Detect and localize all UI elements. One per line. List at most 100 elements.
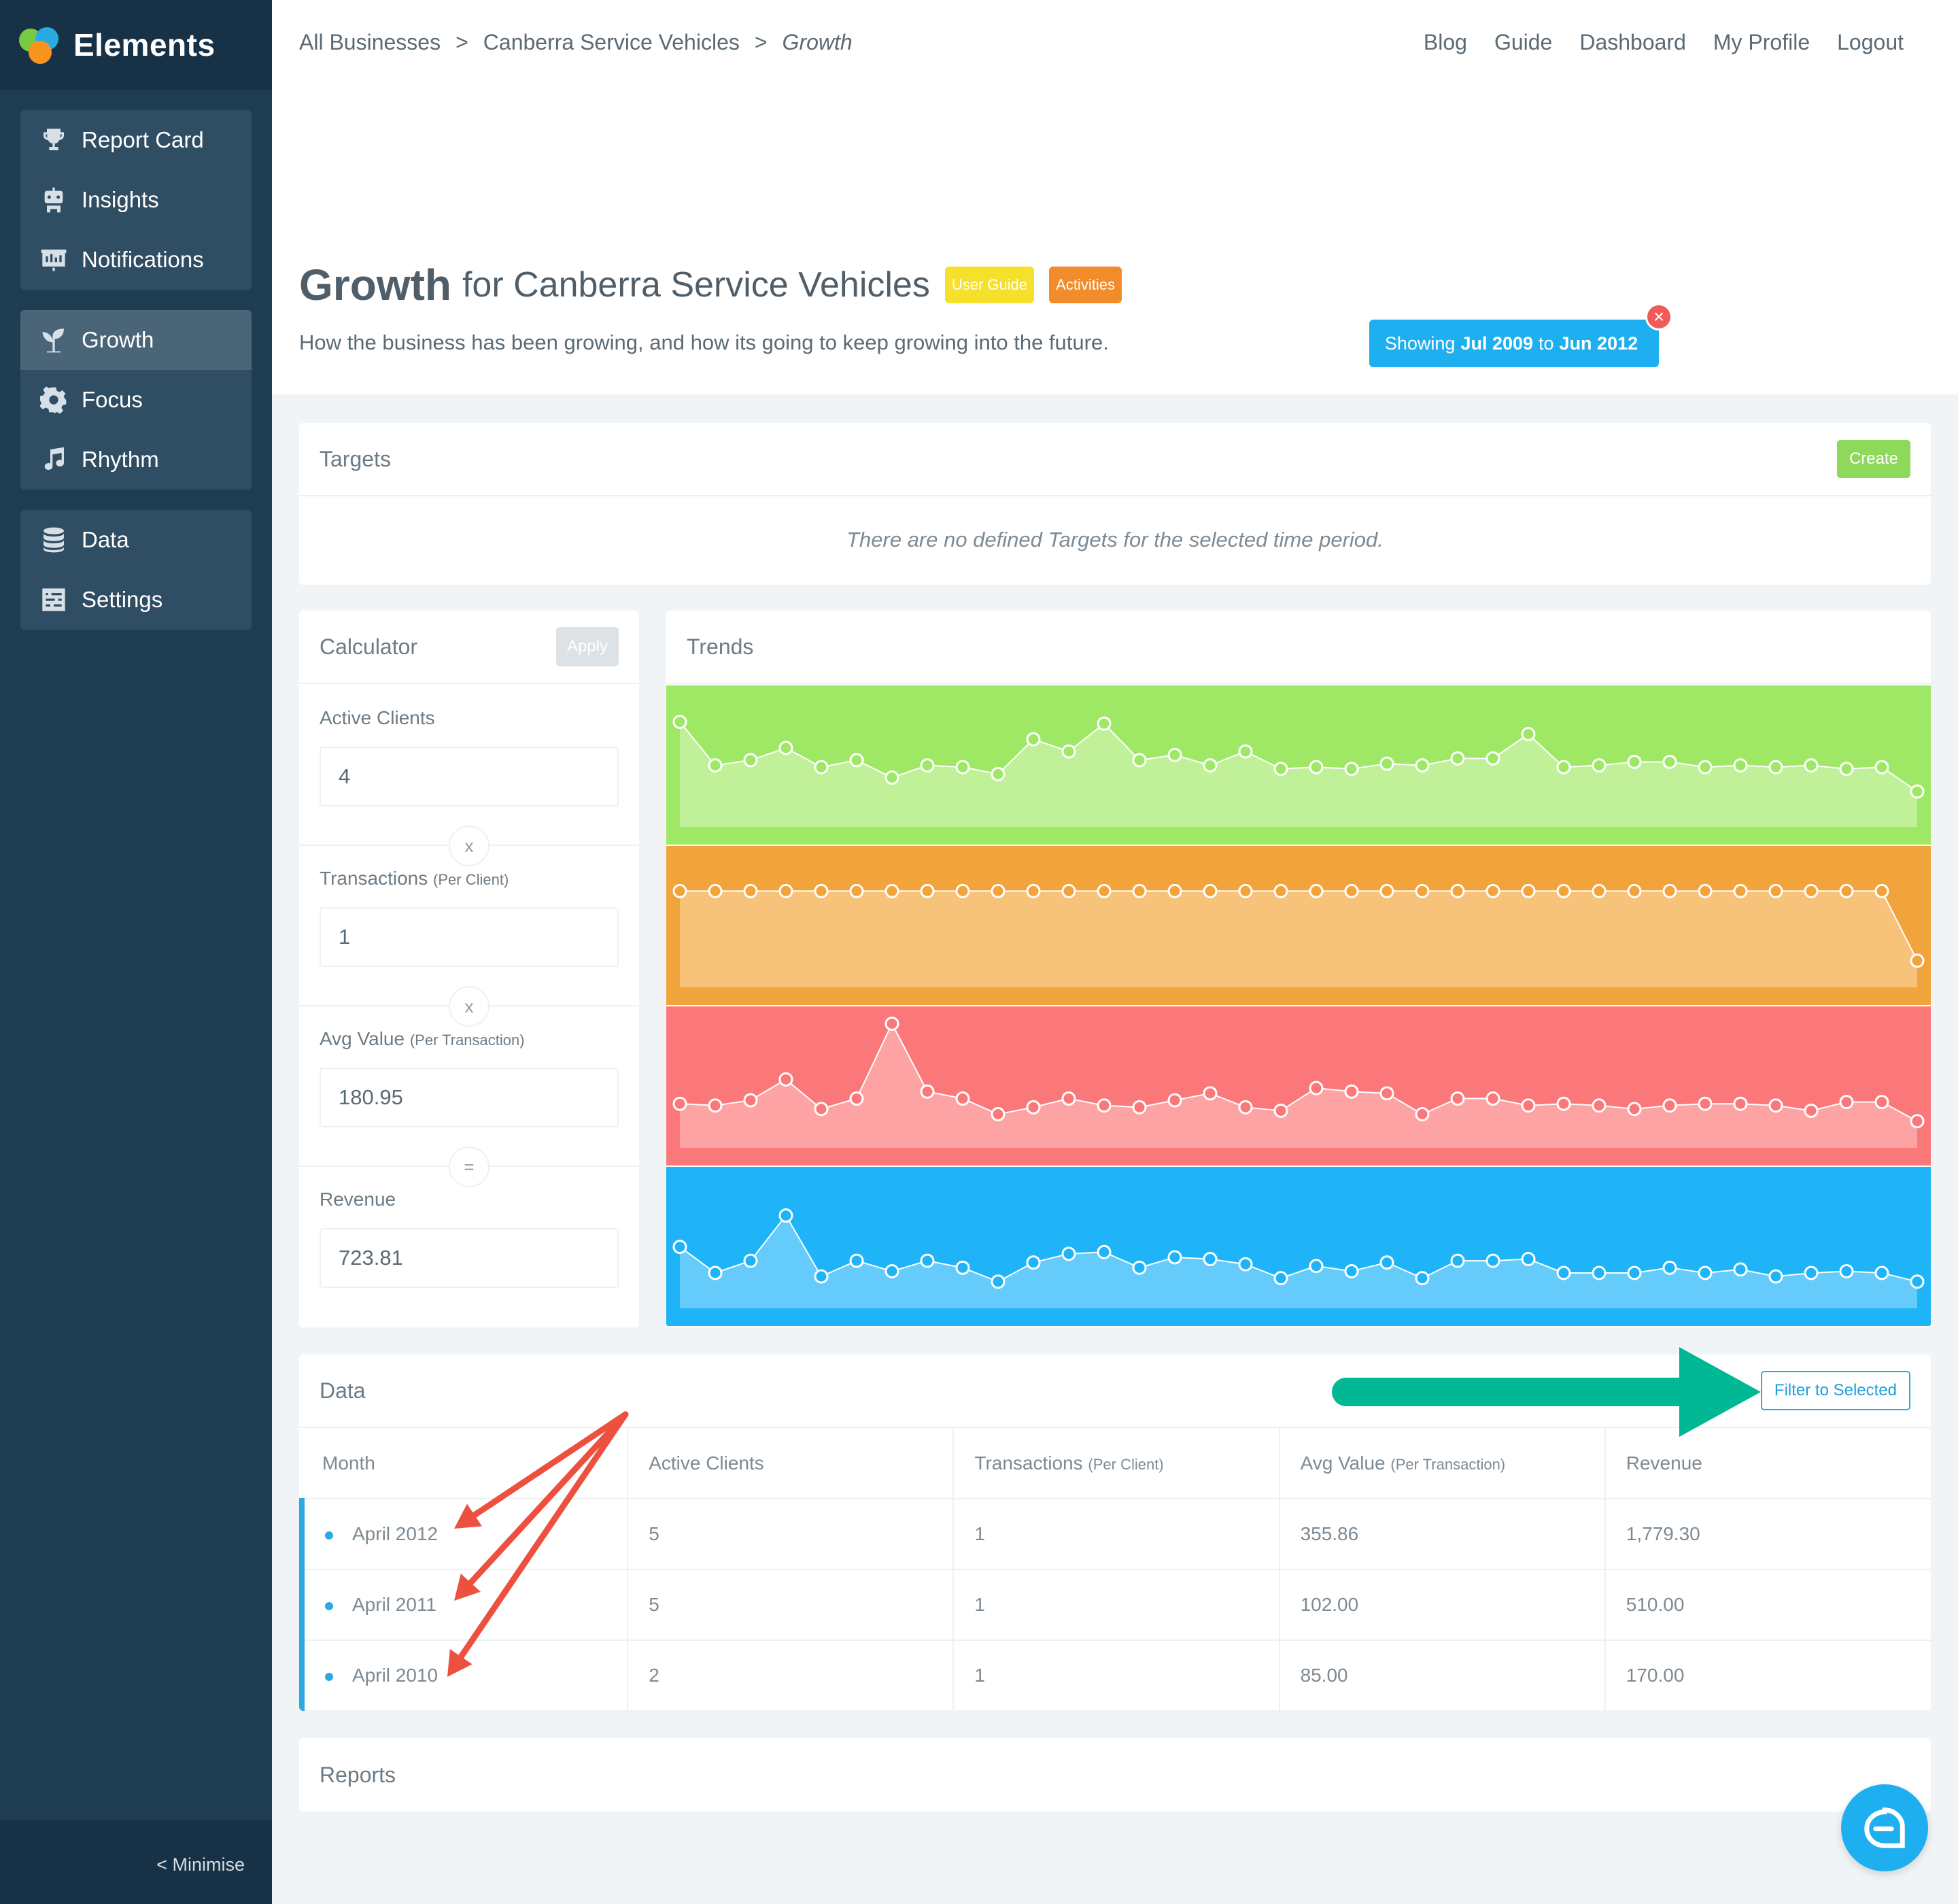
trend-point[interactable] (1768, 1098, 1783, 1113)
avg-value-input[interactable]: 180.95 (320, 1068, 619, 1127)
trend-point[interactable] (920, 1084, 935, 1099)
trend-point[interactable] (1698, 1096, 1713, 1111)
active-clients-input[interactable]: 4 (320, 747, 619, 806)
sidebar-item-settings[interactable]: Settings (20, 570, 252, 630)
trend-point[interactable] (1061, 1091, 1076, 1106)
trend-point[interactable] (1344, 883, 1359, 898)
trend-point[interactable] (1910, 1114, 1925, 1129)
trend-point[interactable] (991, 1274, 1006, 1289)
trend-point[interactable] (1132, 883, 1147, 898)
trend-point[interactable] (743, 1093, 758, 1108)
trend-point[interactable] (1627, 1102, 1642, 1117)
trend-point[interactable] (743, 883, 758, 898)
table-row[interactable]: April 2010 2 1 85.00 170.00 (299, 1640, 1931, 1711)
trend-point[interactable] (991, 883, 1006, 898)
trend-point[interactable] (778, 1072, 793, 1087)
trend-point[interactable] (1662, 754, 1677, 769)
trend-point[interactable] (814, 883, 829, 898)
trend-point[interactable] (672, 1096, 687, 1111)
trend-point[interactable] (1804, 758, 1819, 773)
trend-point[interactable] (1521, 883, 1536, 898)
user-guide-badge[interactable]: User Guide (944, 267, 1035, 303)
trend-point[interactable] (1768, 760, 1783, 775)
trend-point[interactable] (884, 1263, 899, 1278)
table-row[interactable]: April 2011 5 1 102.00 510.00 (299, 1569, 1931, 1641)
trend-point[interactable] (778, 883, 793, 898)
trend-point[interactable] (1698, 1265, 1713, 1280)
trend-point[interactable] (1203, 883, 1218, 898)
trend-point[interactable] (849, 1253, 864, 1268)
column-header-transactions[interactable]: Transactions (Per Client) (953, 1428, 1280, 1499)
trend-point[interactable] (1203, 1252, 1218, 1267)
column-header-active-clients[interactable]: Active Clients (628, 1428, 955, 1499)
reports-panel[interactable]: Reports (299, 1738, 1931, 1812)
activities-badge[interactable]: Activities (1049, 267, 1122, 303)
trend-point[interactable] (1132, 1100, 1147, 1115)
trend-point[interactable] (1485, 883, 1500, 898)
column-header-month[interactable]: Month (302, 1428, 629, 1499)
trend-point[interactable] (1521, 1098, 1536, 1113)
trend-point[interactable] (1309, 1081, 1324, 1095)
sidebar-item-insights[interactable]: Insights (20, 170, 252, 230)
minimise-button[interactable]: < Minimise (156, 1854, 245, 1875)
trend-point[interactable] (1485, 751, 1500, 766)
trend-point[interactable] (1450, 883, 1465, 898)
nav-link-blog[interactable]: Blog (1423, 30, 1467, 54)
trend-point[interactable] (672, 1240, 687, 1255)
trend-point[interactable] (1167, 1250, 1182, 1265)
trend-point[interactable] (1592, 1098, 1607, 1113)
apply-button[interactable]: Apply (555, 627, 619, 666)
trend-point[interactable] (1273, 883, 1288, 898)
trend-point[interactable] (849, 753, 864, 768)
trend-point[interactable] (1167, 747, 1182, 762)
trend-point[interactable] (1026, 1100, 1041, 1115)
trend-point[interactable] (1273, 1103, 1288, 1118)
trend-point[interactable] (1768, 883, 1783, 898)
trend-point[interactable] (1768, 1269, 1783, 1284)
trend-point[interactable] (1379, 1255, 1394, 1270)
trend-point[interactable] (884, 1016, 899, 1031)
trend-point[interactable] (1910, 953, 1925, 968)
trend-point[interactable] (1379, 1086, 1394, 1101)
trend-point[interactable] (1521, 1252, 1536, 1267)
sidebar-item-report-card[interactable]: Report Card (20, 110, 252, 170)
trend-point[interactable] (849, 1091, 864, 1106)
trend-point[interactable] (884, 883, 899, 898)
trend-point[interactable] (1874, 883, 1889, 898)
trend-point[interactable] (1733, 1096, 1748, 1111)
trend-point[interactable] (1203, 758, 1218, 773)
trend-point[interactable] (920, 883, 935, 898)
chat-button[interactable] (1841, 1784, 1928, 1871)
trend-point[interactable] (1061, 1246, 1076, 1261)
trend-point[interactable] (1061, 883, 1076, 898)
breadcrumb-all-businesses[interactable]: All Businesses (299, 30, 441, 54)
trend-point[interactable] (1097, 716, 1112, 731)
trend-point[interactable] (1521, 727, 1536, 742)
trends-chart[interactable] (666, 685, 1931, 1327)
filter-to-selected-button[interactable]: Filter to Selected (1760, 1371, 1910, 1410)
trend-point[interactable] (1592, 883, 1607, 898)
trend-point[interactable] (1592, 1265, 1607, 1280)
trend-point[interactable] (1450, 751, 1465, 766)
trend-point[interactable] (778, 1208, 793, 1223)
trend-point[interactable] (1839, 883, 1854, 898)
trend-point[interactable] (1485, 1091, 1500, 1106)
trend-point[interactable] (1556, 760, 1571, 775)
trend-point[interactable] (743, 1253, 758, 1268)
trend-point[interactable] (1627, 1265, 1642, 1280)
trend-point[interactable] (1379, 756, 1394, 771)
trend-point[interactable] (1132, 1260, 1147, 1275)
trend-point[interactable] (1485, 1253, 1500, 1268)
nav-link-dashboard[interactable]: Dashboard (1579, 30, 1686, 54)
trend-point[interactable] (1167, 1093, 1182, 1108)
brand[interactable]: Elements (0, 0, 272, 90)
trend-point[interactable] (1733, 758, 1748, 773)
trend-point[interactable] (1627, 754, 1642, 769)
trend-point[interactable] (1804, 1265, 1819, 1280)
trend-point[interactable] (955, 760, 970, 775)
trend-point[interactable] (1097, 883, 1112, 898)
trend-point[interactable] (1450, 1253, 1465, 1268)
trend-point[interactable] (1309, 883, 1324, 898)
trend-point[interactable] (1379, 883, 1394, 898)
revenue-input[interactable]: 723.81 (320, 1228, 619, 1288)
